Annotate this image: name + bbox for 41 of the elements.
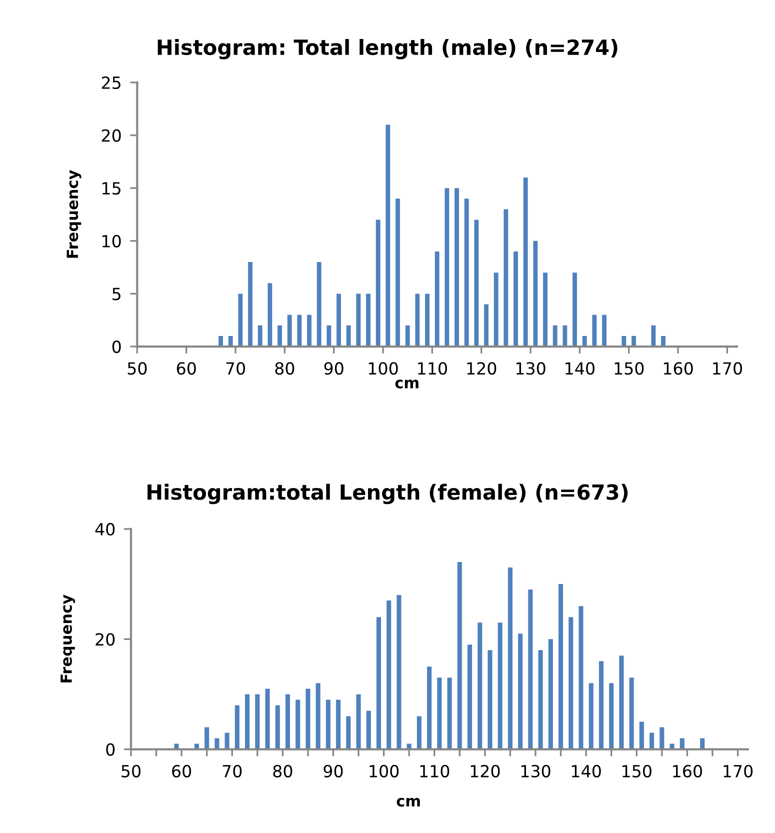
x-tick-label: 80	[273, 764, 292, 778]
x-tick-label: 100	[368, 362, 398, 375]
x-tick-label: 110	[420, 764, 450, 778]
x-tick-label: 170	[713, 362, 742, 375]
x-tick-label: 160	[664, 362, 693, 375]
x-tick-label: 90	[324, 764, 343, 778]
y-tick-label: 0	[112, 340, 121, 354]
x-tick-label: 130	[516, 362, 546, 375]
x-axis-title: cm	[396, 798, 420, 807]
x-tick-label: 50	[122, 764, 140, 778]
x-tick-label: 70	[226, 362, 246, 375]
chart-title: Histogram:total Length (female) (n=673)	[148, 484, 628, 504]
x-tick-label: 110	[418, 362, 447, 375]
x-tick-label: 120	[467, 362, 496, 375]
x-axis-title: cm	[395, 380, 418, 388]
x-tick-label: 150	[614, 362, 644, 375]
y-tick-label: 15	[102, 182, 120, 195]
y-tick-label: 25	[102, 76, 120, 90]
x-tick-label: 70	[222, 764, 242, 778]
x-tick-label: 80	[275, 362, 294, 375]
x-tick-label: 140	[572, 764, 601, 778]
x-tick-label: 120	[470, 764, 500, 778]
x-tick-label: 130	[521, 764, 550, 778]
x-tick-label: 160	[673, 764, 702, 778]
x-tick-label: 90	[324, 362, 344, 375]
y-tick-label: 5	[112, 288, 120, 300]
y-axis-title: Frequency	[60, 594, 76, 682]
y-tick-label: 0	[106, 743, 115, 756]
chart-title: Histogram: Total length (male) (n=274)	[158, 38, 618, 60]
y-tick-label: 20	[102, 129, 121, 142]
x-tick-label: 50	[128, 362, 147, 375]
x-tick-label: 100	[370, 764, 399, 778]
x-tick-label: 140	[566, 362, 594, 375]
x-tick-label: 60	[172, 764, 192, 778]
x-tick-label: 150	[622, 764, 652, 778]
y-tick-label: 10	[102, 234, 121, 248]
x-tick-label: 60	[176, 362, 196, 375]
y-tick-label: 40	[95, 522, 115, 536]
y-tick-label: 20	[96, 633, 115, 646]
y-axis-title: Frequency	[66, 170, 82, 258]
x-tick-label: 170	[724, 764, 753, 778]
